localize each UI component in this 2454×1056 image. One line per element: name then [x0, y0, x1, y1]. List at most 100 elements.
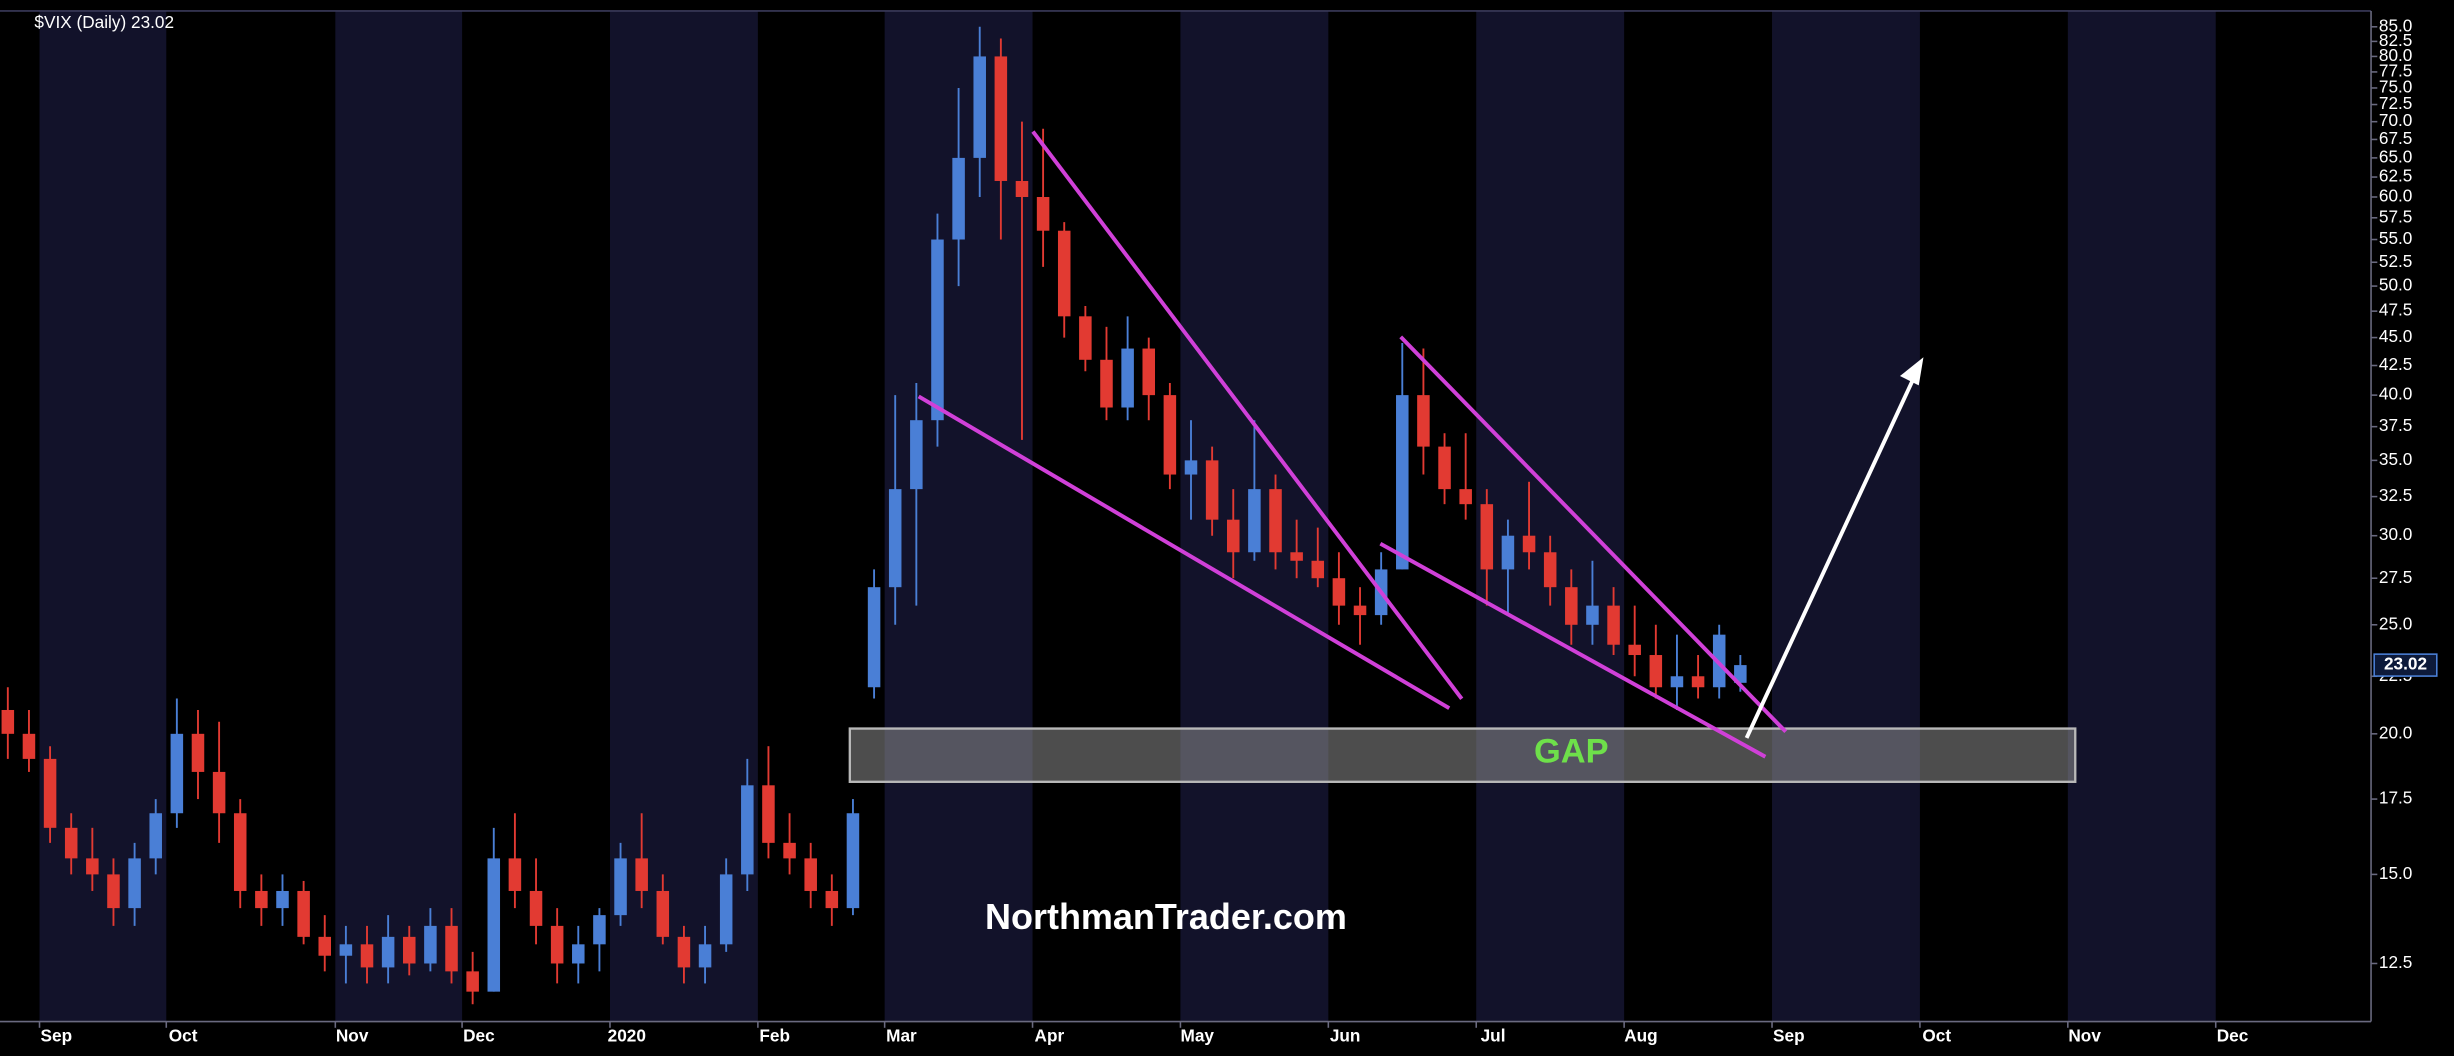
- candle-body: [1015, 180, 1029, 198]
- x-tick-label: Oct: [169, 1026, 198, 1046]
- candle-body: [994, 56, 1008, 181]
- y-tick-label: 85.0: [2379, 15, 2412, 35]
- candle-body: [107, 874, 120, 909]
- candle-body: [1163, 395, 1177, 475]
- candle-body: [1184, 460, 1198, 475]
- candle-body: [1057, 230, 1071, 317]
- candle-body: [719, 874, 733, 945]
- candle-body: [550, 925, 564, 964]
- candle-body: [424, 925, 437, 964]
- x-tick-label: Feb: [759, 1026, 790, 1046]
- arrow-head: [1899, 357, 1924, 386]
- gap-label: GAP: [1534, 733, 1609, 771]
- trend-line: [1031, 130, 1464, 700]
- candle-body: [952, 157, 965, 240]
- y-tick-label: 55.0: [2379, 228, 2412, 248]
- x-tick-label: 2020: [608, 1026, 646, 1046]
- x-tick-label: Aug: [1624, 1026, 1657, 1046]
- candle-body: [1311, 560, 1325, 579]
- candle-body: [1501, 535, 1515, 570]
- candle-body: [656, 890, 670, 937]
- candle-body: [170, 733, 184, 814]
- candle-body: [43, 758, 57, 828]
- candle-body: [22, 733, 36, 759]
- month-band: [609, 10, 758, 1022]
- candle-body: [255, 890, 268, 909]
- y-tick-label: 62.5: [2379, 166, 2412, 186]
- candle-body: [1248, 489, 1261, 553]
- y-tick-label: 27.5: [2379, 567, 2412, 587]
- candle-body: [1396, 395, 1409, 570]
- y-tick-label: 20.0: [2379, 722, 2412, 742]
- x-tick-label: Jul: [1481, 1026, 1506, 1046]
- x-tick-label: Dec: [2217, 1026, 2249, 1046]
- candle-body: [360, 944, 374, 968]
- y-tick-label: 52.5: [2379, 251, 2412, 271]
- candle-body: [64, 827, 78, 859]
- trend-line: [917, 394, 1451, 710]
- trend-line: [1399, 335, 1788, 734]
- x-tick-label: Nov: [336, 1026, 369, 1046]
- candle-body: [1417, 395, 1430, 447]
- candle-body: [86, 858, 99, 875]
- candle-body: [931, 239, 944, 421]
- candle-body: [1649, 655, 1663, 688]
- candle-body: [1670, 676, 1684, 688]
- arrow: [1744, 379, 1915, 739]
- y-tick-label: 70.0: [2379, 110, 2412, 130]
- candle-body: [403, 936, 416, 964]
- candle-body: [1100, 359, 1113, 408]
- candle-body: [1607, 605, 1620, 645]
- y-tick-label: 47.5: [2379, 300, 2412, 320]
- candle-body: [677, 936, 691, 968]
- candle-body: [381, 936, 395, 968]
- y-tick-label: 37.5: [2379, 415, 2412, 435]
- candle-body: [825, 890, 839, 909]
- month-band: [1476, 10, 1625, 1022]
- y-tick-label: 67.5: [2379, 128, 2412, 148]
- candle-body: [1628, 644, 1641, 656]
- candle-body: [741, 785, 754, 875]
- candle-body: [910, 420, 923, 490]
- candle-body: [888, 489, 902, 588]
- gap-zone: [848, 727, 2077, 783]
- x-tick-label: Mar: [886, 1026, 917, 1046]
- candle-body: [614, 858, 627, 916]
- candle-body: [867, 587, 881, 688]
- month-band: [2067, 10, 2216, 1022]
- candle-body: [1522, 535, 1536, 553]
- candle-body: [762, 785, 775, 843]
- candle-body: [1332, 578, 1346, 606]
- candle-body: [1079, 316, 1092, 360]
- candle-body: [318, 936, 332, 956]
- candle-body: [593, 915, 606, 945]
- y-tick-label: 32.5: [2379, 485, 2412, 505]
- x-tick-label: Sep: [1773, 1026, 1805, 1046]
- month-band: [1772, 10, 1920, 1022]
- month-band: [39, 10, 167, 1022]
- trend-line: [1379, 541, 1767, 759]
- y-tick-label: 25.0: [2379, 613, 2412, 633]
- y-tick-label: 65.0: [2379, 146, 2412, 166]
- y-tick-label: 35.0: [2379, 449, 2412, 469]
- candle-body: [1269, 489, 1282, 553]
- candle-body: [1205, 460, 1219, 520]
- candle-body: [445, 925, 458, 972]
- chart-title: $VIX (Daily) 23.02: [34, 12, 174, 32]
- candle-body: [804, 858, 817, 891]
- y-tick-label: 40.0: [2379, 384, 2412, 404]
- y-tick-label: 82.5: [2379, 30, 2412, 50]
- candle-body: [1565, 587, 1578, 625]
- candle-body: [1691, 676, 1705, 688]
- candle-body: [191, 733, 205, 772]
- candle-body: [149, 813, 162, 859]
- y-tick-label: 77.5: [2379, 60, 2412, 80]
- candle-body: [698, 944, 712, 968]
- candle-body: [1290, 552, 1303, 561]
- y-tick-label: 45.0: [2379, 326, 2412, 346]
- price-tag: [2373, 653, 2438, 677]
- y-tick-label: 57.5: [2379, 206, 2412, 226]
- y-tick-label: 75.0: [2379, 77, 2412, 97]
- candle-body: [1036, 197, 1050, 231]
